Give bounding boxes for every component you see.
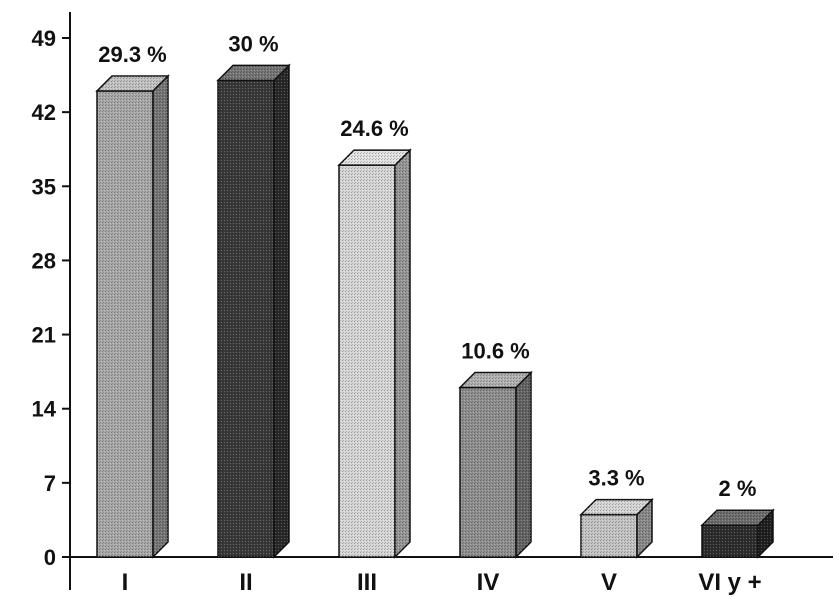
y-tick-label: 28: [32, 248, 56, 273]
y-tick-label: 21: [32, 323, 56, 348]
y-tick-label: 0: [44, 545, 56, 570]
bar: [458, 370, 533, 559]
bar: [95, 74, 170, 559]
category-label: III: [357, 569, 377, 596]
data-label: 10.6 %: [461, 339, 530, 364]
data-label: 3.3 %: [588, 466, 644, 491]
bar: [216, 63, 291, 559]
bar: [579, 497, 654, 559]
y-ticks: 0 7 14 21 28 35 42 49: [32, 26, 70, 570]
bar: [700, 508, 775, 559]
bars: [95, 63, 775, 559]
category-label: IV: [477, 569, 500, 596]
category-label: II: [239, 569, 252, 596]
data-label: 29.3 %: [98, 42, 167, 67]
y-tick-label: 35: [32, 174, 56, 199]
y-tick-label: 14: [32, 397, 57, 422]
data-label: 2 %: [719, 476, 757, 501]
data-label: 30 %: [228, 31, 278, 56]
bar: [337, 148, 412, 559]
labels: 29.3 % I 30 % II 24.6 % III 10.6 % IV 3.3 % V 2 % V…: [98, 31, 761, 596]
y-tick-label: 42: [32, 100, 56, 125]
y-tick-label: 49: [32, 26, 56, 51]
category-label: I: [122, 569, 129, 596]
category-label: V: [601, 569, 617, 596]
y-tick-label: 7: [44, 471, 56, 496]
data-label: 24.6 %: [340, 116, 409, 141]
category-label: VI y +: [698, 569, 761, 596]
